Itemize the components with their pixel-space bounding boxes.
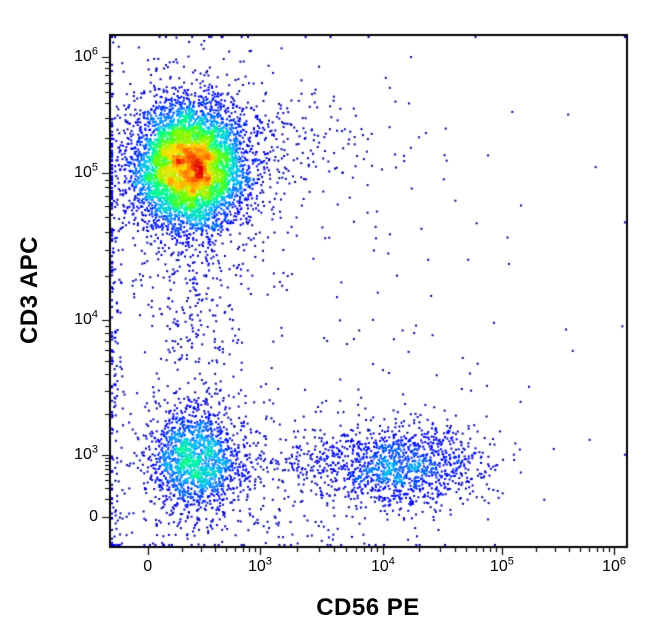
y-tick-label: 103	[74, 443, 98, 463]
x-tick-label: 0	[143, 558, 153, 575]
x-tick-label: 105	[489, 555, 514, 575]
x-tick-label: 104	[371, 555, 395, 575]
y-tick-label: 105	[74, 161, 98, 182]
y-tick-label: 104	[74, 308, 98, 329]
y-tick-label: 106	[74, 45, 98, 66]
y-axis-title: CD3 APC	[16, 236, 43, 344]
x-axis-title: CD56 PE	[316, 594, 420, 621]
y-tick-label: 0	[89, 508, 98, 526]
x-tick-label: 103	[247, 555, 272, 575]
x-tick-label: 106	[602, 555, 627, 575]
